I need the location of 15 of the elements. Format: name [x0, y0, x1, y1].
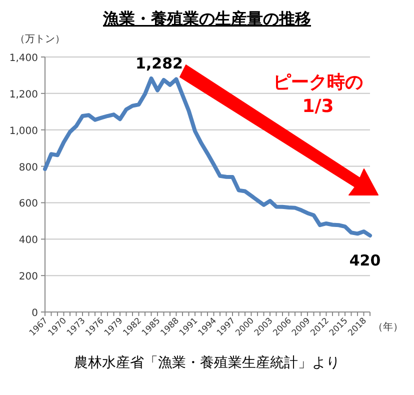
y-tick-label: 400 — [18, 235, 38, 246]
y-tick-label: 600 — [18, 198, 38, 210]
annotation: 1,282 — [136, 54, 183, 72]
y-tick-label: 1,400 — [9, 53, 38, 64]
chart-title: 漁業・養殖業の生産量の推移 — [102, 9, 311, 28]
y-tick-label: 200 — [18, 272, 38, 283]
annotation: ピーク時の 1/3 — [273, 72, 363, 117]
y-tick-label: 0 — [32, 308, 38, 319]
y-tick-label: 800 — [18, 162, 38, 174]
x-axis-title: （年） — [373, 321, 403, 333]
y-axis-title: （万トン） — [15, 34, 65, 45]
y-tick-label: 1,200 — [9, 89, 38, 100]
annotation: 420 — [349, 252, 381, 270]
y-tick-label: 1,000 — [9, 126, 38, 137]
text: 農林水産省「漁業・養殖業生産統計」より — [74, 355, 340, 371]
